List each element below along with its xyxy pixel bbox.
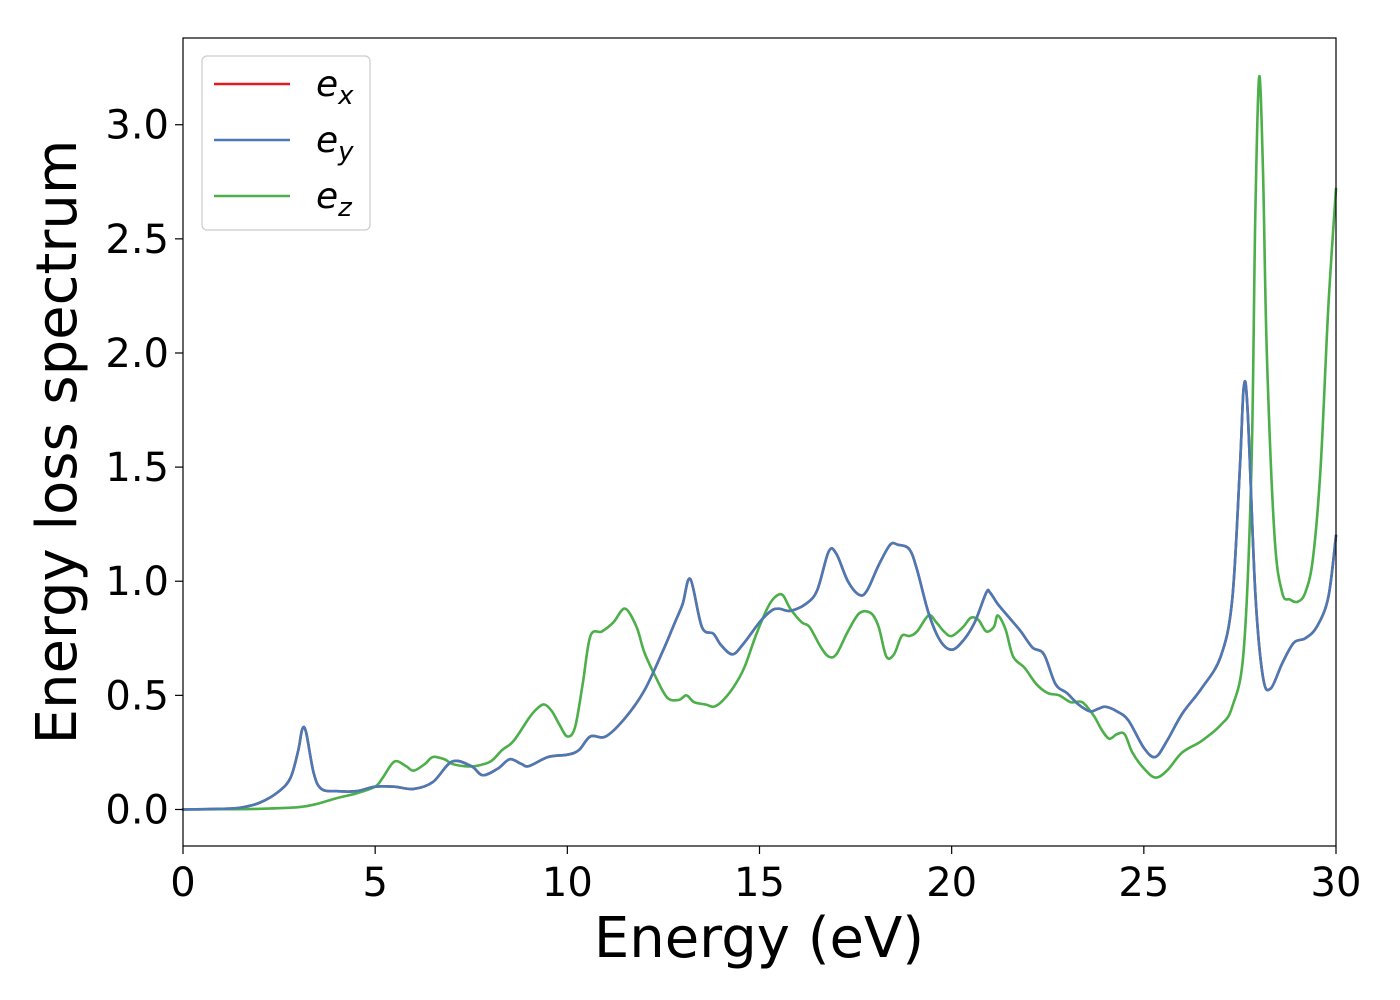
y-axis: 0.0 0.5 1.0 1.5 2.0 2.5 3.0 [105, 103, 183, 833]
legend-entry-subscript: y [337, 137, 354, 167]
x-tick-label: 5 [362, 860, 387, 906]
x-tick-label: 20 [926, 860, 977, 906]
series-layer [181, 74, 1338, 811]
legend-entry-symbol: e [316, 176, 338, 217]
legend-entry-y: ey [316, 120, 354, 167]
legend-entry-symbol: e [316, 120, 338, 161]
x-tick-label: 0 [170, 860, 195, 906]
series-line-z [181, 74, 1338, 811]
legend-entry-z: ez [316, 176, 353, 223]
y-axis-label: Energy loss spectrum [25, 140, 90, 745]
y-tick-label: 2.0 [105, 331, 169, 377]
x-tick-label: 15 [734, 860, 785, 906]
x-axis: 0 5 10 15 20 25 30 [170, 846, 1361, 906]
legend-entry-subscript: z [337, 193, 353, 223]
y-tick-label: 1.0 [105, 559, 169, 605]
y-tick-label: 1.5 [105, 445, 169, 491]
x-tick-label: 30 [1311, 860, 1362, 906]
x-tick-label: 10 [542, 860, 593, 906]
legend-entry-symbol: e [316, 64, 338, 105]
series-line-y [181, 379, 1338, 811]
y-tick-label: 3.0 [105, 103, 169, 149]
legend-entry-x: ex [316, 64, 354, 111]
x-axis-label: Energy (eV) [594, 906, 924, 971]
y-tick-label: 2.5 [105, 217, 169, 263]
legend-box [201, 55, 371, 231]
x-tick-label: 25 [1118, 860, 1169, 906]
legend-entry-subscript: x [337, 81, 354, 111]
y-tick-label: 0.5 [105, 673, 169, 719]
y-tick-label: 0.0 [105, 787, 169, 833]
